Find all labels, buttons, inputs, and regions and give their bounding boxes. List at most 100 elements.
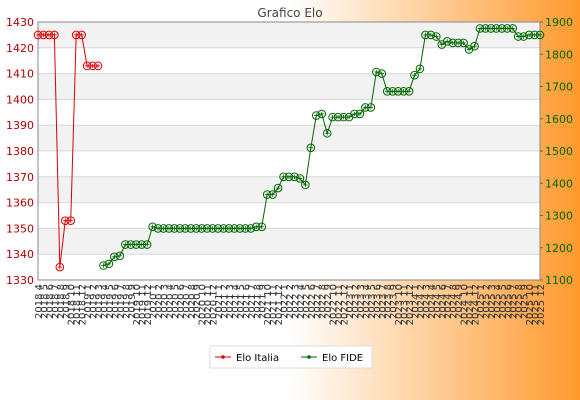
grid-band bbox=[38, 73, 540, 100]
left-tick-label: 1340 bbox=[6, 248, 34, 261]
left-tick-label: 1430 bbox=[6, 16, 34, 29]
data-point-1 bbox=[372, 67, 381, 77]
x-tick-label: 2019 12 bbox=[143, 284, 154, 325]
x-tick-label: 2024 9 bbox=[454, 284, 465, 319]
x-tick-label: 2022 1 bbox=[280, 284, 291, 319]
x-tick-label: 2022 6 bbox=[307, 284, 318, 319]
right-tick-label: 1500 bbox=[545, 145, 573, 158]
data-point-0 bbox=[50, 30, 59, 40]
data-point-1 bbox=[355, 109, 365, 119]
x-tick-label: 2024 2 bbox=[416, 284, 427, 319]
x-tick-label: 2023 5 bbox=[367, 284, 378, 319]
x-tick-label: 2019 4 bbox=[99, 284, 110, 319]
grid-band bbox=[38, 176, 540, 203]
x-tick-label: 2020 4 bbox=[165, 284, 176, 319]
x-tick-label: 2022 9 bbox=[323, 284, 334, 319]
x-tick-label: 2023 11 bbox=[400, 284, 411, 325]
x-tick-label: 2024 5 bbox=[432, 284, 443, 319]
x-tick-label: 2021 4 bbox=[230, 284, 241, 319]
x-tick-label: 2025 4 bbox=[492, 284, 503, 319]
x-tick-label: 2022 2 bbox=[285, 284, 296, 319]
x-tick-label: 2019 7 bbox=[116, 284, 127, 319]
data-point-1 bbox=[519, 32, 528, 41]
data-point-1 bbox=[470, 41, 479, 51]
left-tick-label: 1360 bbox=[6, 197, 34, 210]
x-tick-label: 2025 6 bbox=[503, 284, 514, 319]
data-point-1 bbox=[110, 252, 119, 262]
x-tick-label: 2020 8 bbox=[187, 284, 198, 319]
data-point-1 bbox=[508, 24, 518, 33]
left-tick-label: 1380 bbox=[6, 145, 34, 158]
x-tick-label: 2018 11 bbox=[72, 284, 83, 325]
x-tick-label: 2023 3 bbox=[356, 284, 367, 319]
data-point-0 bbox=[55, 262, 65, 272]
x-tick-label: 2024 8 bbox=[449, 284, 460, 319]
left-tick-label: 1330 bbox=[6, 274, 34, 287]
x-tick-label: 2023 7 bbox=[378, 284, 389, 319]
x-tick-label: 2019 9 bbox=[127, 284, 138, 319]
right-tick-label: 1100 bbox=[545, 274, 573, 287]
x-tick-label: 2022 11 bbox=[334, 284, 345, 325]
data-point-1 bbox=[311, 111, 321, 120]
data-point-1 bbox=[301, 180, 310, 190]
right-tick-label: 1700 bbox=[545, 81, 573, 94]
data-point-1 bbox=[442, 37, 452, 46]
x-tick-label: 2021 1 bbox=[214, 284, 225, 319]
data-point-1 bbox=[415, 64, 425, 74]
data-point-1 bbox=[104, 259, 114, 269]
x-tick-label: 2023 10 bbox=[394, 284, 405, 325]
x-tick-label: 2024 3 bbox=[421, 284, 432, 319]
x-tick-label: 2020 7 bbox=[181, 284, 192, 319]
x-tick-label: 2020 10 bbox=[198, 284, 209, 325]
legend-label-fide: Elo FIDE bbox=[322, 353, 363, 364]
x-tick-label: 2020 12 bbox=[209, 284, 220, 325]
x-tick-label: 2025 1 bbox=[476, 284, 487, 319]
x-tick-label: 2022 12 bbox=[340, 284, 351, 325]
x-tick-label: 2019 5 bbox=[105, 284, 116, 319]
data-point-1 bbox=[317, 109, 327, 119]
x-tick-label: 2024 11 bbox=[465, 284, 476, 325]
x-tick-label: 2025 2 bbox=[481, 284, 492, 319]
left-tick-label: 1350 bbox=[6, 222, 34, 235]
x-tick-label: 2022 4 bbox=[296, 284, 307, 319]
x-tick-label: 2024 10 bbox=[460, 284, 471, 325]
x-tick-label: 2025 3 bbox=[487, 284, 498, 319]
left-tick-label: 1390 bbox=[6, 119, 34, 132]
legend-label-italia: Elo Italia bbox=[236, 353, 279, 364]
x-tick-label: 2020 6 bbox=[176, 284, 187, 319]
right-tick-label: 1200 bbox=[545, 242, 573, 255]
x-tick-label: 2018 10 bbox=[67, 284, 78, 325]
x-tick-label: 2022 10 bbox=[329, 284, 340, 325]
x-tick-label: 2020 5 bbox=[170, 284, 181, 319]
x-tick-label: 2019 3 bbox=[94, 284, 105, 319]
x-tick-label: 2018 6 bbox=[45, 284, 56, 319]
x-tick-label: 2023 8 bbox=[383, 284, 394, 319]
data-point-1 bbox=[535, 30, 545, 40]
data-point-1 bbox=[290, 172, 299, 182]
x-tick-label: 2018 4 bbox=[34, 284, 45, 319]
data-point-1 bbox=[148, 222, 157, 232]
x-tick-label: 2018 9 bbox=[61, 284, 72, 319]
data-point-1 bbox=[142, 240, 152, 249]
x-tick-label: 2025 7 bbox=[509, 284, 520, 319]
data-point-1 bbox=[322, 128, 332, 138]
x-tick-label: 2020 2 bbox=[154, 284, 165, 319]
data-point-1 bbox=[410, 70, 419, 80]
x-tick-label: 2025 5 bbox=[498, 284, 509, 319]
x-tick-label: 2023 4 bbox=[361, 284, 372, 319]
right-tick-label: 1800 bbox=[545, 48, 573, 61]
data-point-1 bbox=[115, 251, 125, 261]
x-tick-label: 2019 11 bbox=[138, 284, 149, 325]
grid-band bbox=[38, 228, 540, 255]
x-tick-label: 2024 1 bbox=[411, 284, 422, 319]
x-tick-label: 2021 6 bbox=[241, 284, 252, 319]
x-tick-label: 2020 11 bbox=[203, 284, 214, 325]
x-tick-label: 2021 3 bbox=[225, 284, 236, 319]
data-point-1 bbox=[273, 183, 283, 193]
x-tick-label: 2022 8 bbox=[318, 284, 329, 319]
x-tick-label: 2020 9 bbox=[192, 284, 203, 319]
x-tick-label: 2024 6 bbox=[438, 284, 449, 319]
x-tick-label: 2022 3 bbox=[290, 284, 301, 319]
x-tick-label: 2020 3 bbox=[160, 284, 171, 319]
left-tick-label: 1410 bbox=[6, 68, 34, 81]
